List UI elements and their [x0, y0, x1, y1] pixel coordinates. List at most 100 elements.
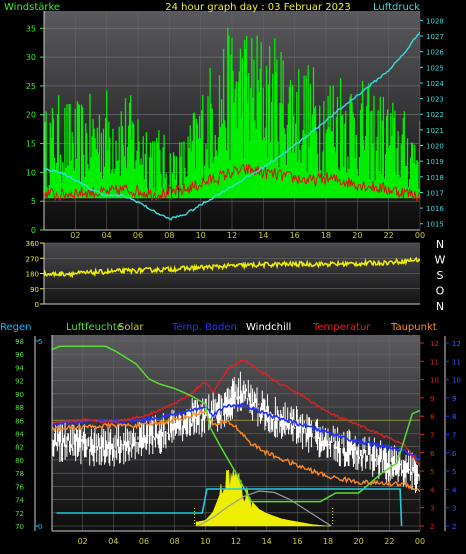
pressure-tick-label: 1023 [426, 96, 444, 104]
temp-tick-label: 7 [430, 432, 434, 440]
wind-tick-label: 10 [26, 168, 36, 177]
direction-tick-label: 0 [35, 301, 39, 309]
humidity-tick-label: 76 [15, 483, 24, 491]
temp-tick-label: 10 [430, 377, 439, 385]
pressure-tick-label: 1021 [426, 127, 444, 135]
wind-tick-label: 20 [26, 111, 36, 120]
rain-line [56, 488, 403, 527]
compass-label: N [436, 300, 444, 313]
climate-x-tick-label: 20 [354, 537, 364, 546]
climate-plot [52, 345, 420, 527]
temp-tick-label: 2 [430, 523, 434, 531]
pressure-tick-label: 1015 [426, 221, 444, 229]
rain-tick-label: 5 [38, 338, 42, 346]
climate-x-tick-label: 22 [384, 537, 394, 546]
pressure-tick-label: 1016 [426, 205, 444, 213]
temp-tick-label: 11 [430, 358, 439, 366]
direction-tick-label: 90 [30, 286, 39, 294]
soil-temp-tick-label: 6 [452, 450, 457, 458]
wind-axis-label: Windstärke [4, 2, 60, 13]
wind-tick-label: 25 [26, 82, 36, 91]
direction-tick-label: 180 [26, 271, 39, 279]
climate-x-tick-label: 16 [292, 537, 302, 546]
wind-direction-line [44, 256, 420, 279]
legend-entry: Temp. Boden [171, 322, 237, 333]
wind-tick-label: 15 [26, 140, 36, 149]
soil-temp-tick-label: 8 [452, 413, 456, 421]
pressure-tick-label: 1024 [426, 80, 444, 88]
pressure-tick-label: 1018 [426, 174, 444, 182]
soil-temp-tick-label: 10 [452, 377, 461, 385]
wind-x-tick-label: 04 [102, 231, 112, 240]
humidity-tick-label: 98 [15, 338, 24, 346]
pressure-tick-label: 1022 [426, 111, 444, 119]
pressure-tick-label: 1028 [426, 17, 444, 25]
soil-temp-tick-label: 7 [452, 432, 456, 440]
climate-x-tick-label: 00 [415, 537, 425, 546]
wind-average-line [44, 163, 420, 202]
humidity-tick-label: 94 [15, 364, 24, 372]
compass-label: W [435, 254, 446, 267]
wind-gust-bars [44, 27, 420, 200]
wind-tick-label: 30 [26, 53, 36, 62]
wind-x-tick-label: 14 [258, 231, 268, 240]
solar-area [195, 469, 332, 527]
pressure-tick-label: 1026 [426, 49, 444, 57]
humidity-tick-label: 92 [15, 378, 24, 386]
humidity-tick-label: 96 [15, 351, 24, 359]
direction-tick-label: 270 [26, 255, 39, 263]
wind-x-tick-label: 12 [227, 231, 237, 240]
dewpoint-line [52, 408, 420, 493]
temp-tick-label: 6 [430, 450, 435, 458]
wind-tick-label: 5 [31, 197, 36, 206]
temperature-line [52, 358, 420, 468]
wind-direction-plot [44, 256, 420, 279]
humidity-tick-label: 84 [15, 431, 24, 439]
wind-x-tick-label: 20 [352, 231, 362, 240]
humidity-tick-label: 90 [15, 391, 24, 399]
legend-entry: Windchill [246, 322, 291, 333]
climate-x-tick-label: 10 [200, 537, 210, 546]
wind-x-tick-label: 06 [133, 231, 143, 240]
climate-x-tick-label: 12 [231, 537, 241, 546]
soil-temp-tick-label: 5 [452, 468, 456, 476]
pressure-axis-label: Luftdruck [373, 2, 420, 13]
legend-entry: Temperatur [312, 322, 371, 333]
pressure-tick-label: 1025 [426, 64, 444, 72]
soil-temp-tick-label: 2 [452, 523, 456, 531]
soil-temp-tick-label: 12 [452, 340, 461, 348]
wind-x-tick-label: 18 [321, 231, 331, 240]
temp-tick-label: 12 [430, 340, 439, 348]
wind-x-tick-label: 16 [290, 231, 300, 240]
temp-tick-label: 5 [430, 468, 434, 476]
pressure-line [44, 31, 420, 221]
wind-panel-ticks: 0510152025303510151016101710181019102010… [26, 17, 445, 240]
pressure-tick-label: 1020 [426, 143, 444, 151]
wind-x-tick-label: 00 [415, 231, 425, 240]
max-solar-curve [197, 490, 332, 527]
pressure-tick-label: 1019 [426, 158, 444, 166]
humidity-tick-label: 78 [15, 470, 24, 478]
pressure-tick-label: 1017 [426, 189, 444, 197]
legend-entry: Taupunkt [390, 322, 437, 333]
compass-label: S [437, 269, 444, 282]
climate-x-tick-label: 18 [323, 537, 333, 546]
wind-x-tick-label: 02 [70, 231, 80, 240]
chart-title: 24 hour graph day : 03 Februar 2023 [165, 2, 350, 13]
humidity-tick-label: 74 [15, 497, 24, 505]
temp-tick-label: 8 [430, 413, 434, 421]
climate-x-tick-label: 02 [78, 537, 88, 546]
compass-label: O [436, 285, 445, 298]
climate-panel-ticks: 7072747678808284868890929496980523456789… [15, 336, 461, 546]
wind-pressure-plot [44, 27, 420, 221]
rain-tick-label: 0 [38, 523, 42, 531]
climate-x-tick-label: 14 [262, 537, 272, 546]
temp-tick-label: 4 [430, 486, 435, 494]
wind-x-tick-label: 10 [196, 231, 206, 240]
soil-temp-tick-label: 4 [452, 486, 457, 494]
compass-label: N [436, 238, 444, 251]
humidity-tick-label: 72 [15, 510, 24, 518]
soil-temp-tick-label: 11 [452, 358, 461, 366]
